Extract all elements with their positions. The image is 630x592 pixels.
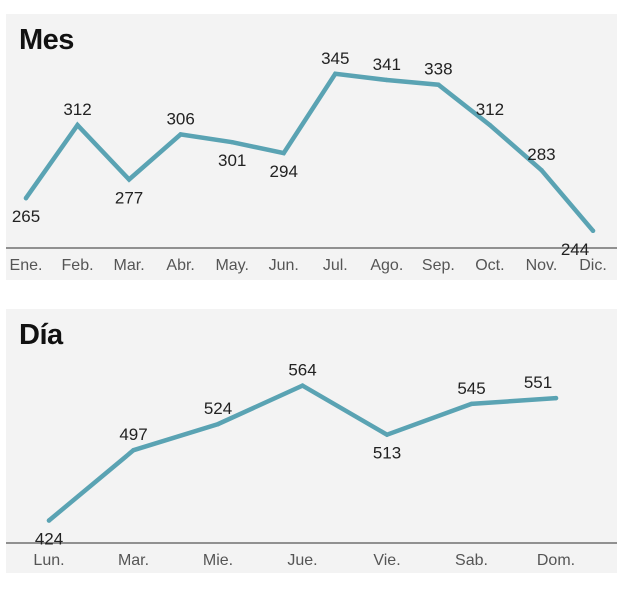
chart-title: Día <box>19 319 63 351</box>
data-label: 312 <box>63 100 91 119</box>
data-point <box>281 150 286 156</box>
chart-panel-dia: Día 424 497 524 564 513 545 551 Lun. Mar. Mie. Jue… <box>6 309 617 573</box>
x-tick-label: Dic. <box>579 257 607 274</box>
data-label: 551 <box>524 373 552 392</box>
data-label: 497 <box>119 425 147 444</box>
data-label: 244 <box>561 240 589 259</box>
data-label: 345 <box>321 49 349 68</box>
data-point <box>23 195 29 201</box>
data-label: 312 <box>476 100 504 119</box>
x-tick-label: Sep. <box>422 257 455 274</box>
x-tick-label: Ago. <box>370 257 403 274</box>
data-label: 338 <box>424 60 452 79</box>
data-point <box>539 167 544 173</box>
data-label: 524 <box>204 399 232 418</box>
data-label: 545 <box>457 379 485 398</box>
data-point <box>215 421 221 427</box>
series-line <box>46 383 559 523</box>
x-tick-label: Mar. <box>114 257 145 274</box>
x-tick-label: Lun. <box>33 552 64 569</box>
x-tick-label: Nov. <box>526 257 558 274</box>
data-point <box>75 122 80 128</box>
data-point <box>131 447 136 453</box>
data-label: 513 <box>373 444 401 463</box>
data-point <box>469 401 474 407</box>
data-point <box>46 518 52 523</box>
x-tick-label: Oct. <box>475 257 504 274</box>
chart-panel-mes: Mes 265 312 277 306 301 294 345 341 338 312 283 244… <box>6 14 617 280</box>
data-point <box>590 228 596 233</box>
data-point <box>436 82 441 87</box>
x-tick-label: Ene. <box>10 257 43 274</box>
data-point <box>553 395 559 401</box>
data-label: 306 <box>166 109 194 128</box>
x-tick-label: Vie. <box>373 552 400 569</box>
data-label: 265 <box>12 207 40 226</box>
line-chart-dia: 424 497 524 564 513 545 551 Lun. Mar. Mie. Jue. Vie… <box>6 361 617 569</box>
data-point <box>333 71 338 76</box>
data-label: 301 <box>218 151 246 170</box>
data-label: 424 <box>35 530 63 549</box>
data-point <box>300 383 305 388</box>
data-point <box>384 432 390 437</box>
x-tick-label: Feb. <box>62 257 94 274</box>
x-tick-label: Mar. <box>118 552 149 569</box>
data-point <box>384 77 390 83</box>
x-tick-label: Jue. <box>287 552 317 569</box>
data-label: 283 <box>527 145 555 164</box>
data-label: 341 <box>373 55 401 74</box>
data-point <box>229 139 235 145</box>
data-label: 294 <box>270 162 298 181</box>
data-label: 564 <box>288 361 316 380</box>
data-label: 277 <box>115 188 143 207</box>
data-point <box>126 177 132 182</box>
data-point <box>487 122 493 128</box>
x-tick-label: May. <box>215 257 248 274</box>
x-tick-label: Dom. <box>537 552 575 569</box>
chart-title: Mes <box>19 24 74 56</box>
x-tick-label: Abr. <box>166 257 194 274</box>
line-chart-mes: 265 312 277 306 301 294 345 341 338 312 283 244 Ene.… <box>6 49 617 274</box>
x-tick-label: Jun. <box>269 257 299 274</box>
x-tick-label: Jul. <box>323 257 348 274</box>
data-point <box>178 132 183 137</box>
series-line <box>23 71 596 234</box>
x-tick-label: Sab. <box>455 552 488 569</box>
x-tick-label: Mie. <box>203 552 233 569</box>
